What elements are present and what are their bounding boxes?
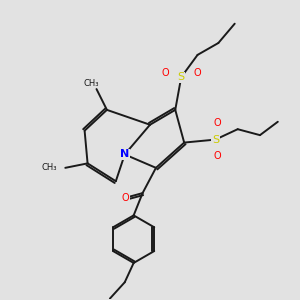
- Text: O: O: [122, 193, 129, 202]
- Text: CH₃: CH₃: [41, 163, 57, 172]
- Text: S: S: [178, 72, 185, 82]
- Text: S: S: [212, 135, 219, 145]
- Text: CH₃: CH₃: [83, 79, 99, 88]
- Text: O: O: [194, 68, 201, 78]
- Text: O: O: [213, 151, 221, 161]
- Text: O: O: [213, 118, 221, 128]
- Text: O: O: [161, 68, 169, 78]
- Text: N: N: [120, 149, 129, 160]
